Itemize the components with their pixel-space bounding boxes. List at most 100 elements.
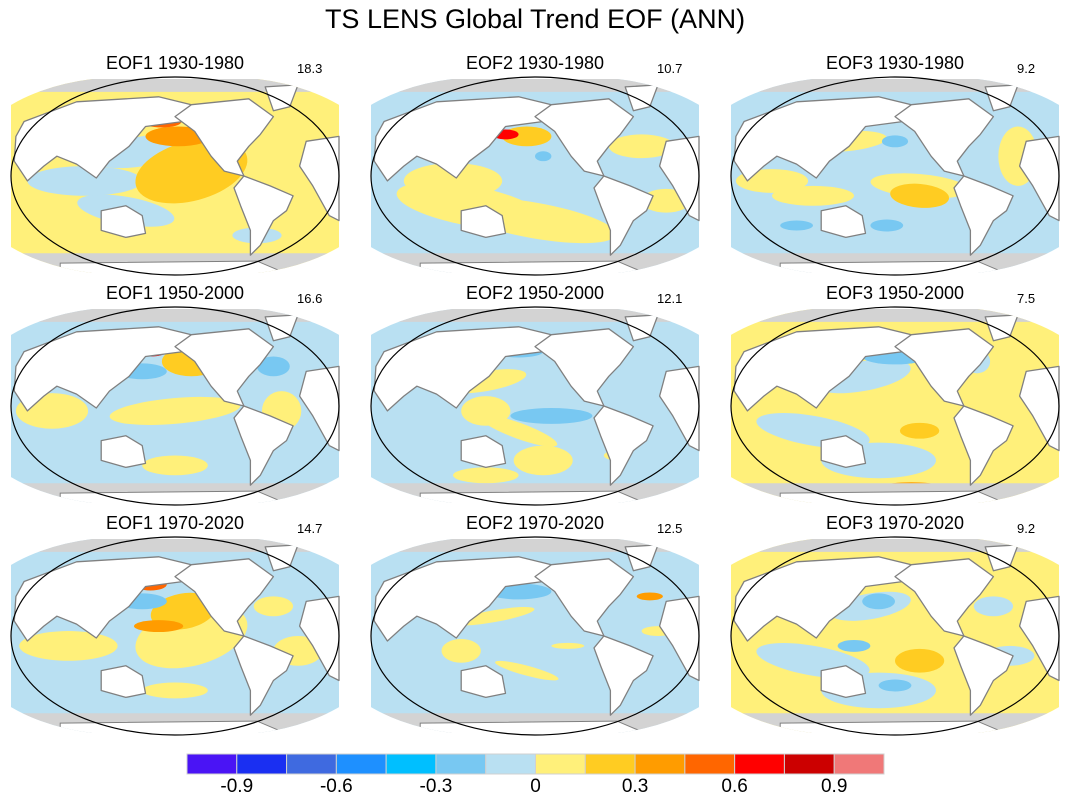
map-border	[730, 306, 1060, 506]
continent-australia	[100, 665, 147, 699]
percent-variance: 18.3	[297, 61, 323, 76]
percent-variance: 12.5	[657, 521, 683, 536]
antarctica-land	[419, 490, 650, 504]
colorbar-box	[833, 753, 885, 775]
anomaly-region	[513, 445, 573, 476]
continent-southamerica	[233, 175, 294, 256]
anomaly-region	[636, 592, 663, 601]
continent-africa	[658, 365, 700, 452]
continent-eurasia	[373, 96, 561, 182]
continent-australia	[820, 665, 867, 699]
colorbar-box	[236, 753, 288, 775]
antarctica-land	[59, 720, 290, 734]
colorbar-tick-label: 0	[530, 776, 541, 797]
continent-africa	[298, 595, 340, 682]
map-border	[730, 536, 1060, 736]
arctic-ice	[731, 538, 1059, 552]
continent-greenland	[624, 84, 659, 112]
arctic-ice	[11, 538, 339, 552]
anomaly-region	[862, 593, 895, 610]
anomaly-region	[142, 682, 208, 699]
colorbar-tick-label: -0.3	[419, 776, 453, 797]
percent-variance: 10.7	[657, 61, 683, 76]
map-panel-4	[11, 308, 340, 504]
anomaly-region	[27, 166, 143, 196]
colorbar-box	[385, 753, 437, 775]
continent-eurasia	[13, 96, 201, 182]
colorbar-tick-label: 0.6	[721, 776, 748, 797]
anomaly-region	[479, 414, 558, 447]
continent-eurasia	[373, 556, 561, 642]
continent-greenland	[984, 544, 1019, 572]
anomaly-region	[134, 620, 184, 633]
continent-australia	[460, 205, 507, 239]
map-border	[10, 306, 340, 506]
arctic-ice	[11, 78, 339, 92]
anomaly-region	[837, 639, 871, 652]
map-border	[370, 76, 700, 276]
continent-africa	[1018, 595, 1060, 682]
continent-northamerica	[534, 328, 635, 407]
continent-australia	[460, 435, 507, 469]
antarctica-land	[779, 720, 1010, 734]
continent-northamerica	[174, 328, 275, 407]
continent-greenland	[264, 84, 299, 112]
continent-northamerica	[894, 328, 995, 407]
anomaly-region	[895, 648, 945, 673]
arctic-ice	[371, 78, 699, 92]
anomaly-region	[109, 396, 241, 425]
continent-southamerica	[233, 635, 294, 716]
anomaly-region	[257, 356, 290, 377]
percent-variance: 9.2	[1017, 521, 1036, 536]
anomaly-region	[150, 592, 216, 630]
percent-variance: 14.7	[297, 521, 323, 536]
panel-title: EOF3 1950-2000	[825, 283, 965, 303]
panel-title: EOF3 1970-2020	[825, 513, 965, 533]
antarctica-land	[59, 490, 290, 504]
map-border	[370, 306, 700, 506]
map-panel-8	[371, 538, 700, 734]
anomaly-region	[441, 638, 481, 663]
continent-eurasia	[733, 556, 921, 642]
continent-eurasia	[13, 326, 201, 412]
continent-southamerica	[953, 175, 1014, 256]
antarctica-land	[419, 720, 650, 734]
colorbar-tick-label: 0.3	[621, 776, 649, 797]
anomaly-region	[453, 606, 535, 626]
map-border	[730, 76, 1060, 276]
arctic-ice	[11, 308, 339, 322]
map-border	[10, 536, 340, 736]
antarctica-land	[419, 260, 650, 274]
continent-northamerica	[894, 558, 995, 637]
antarctica-land	[59, 260, 290, 274]
continent-southamerica	[593, 405, 654, 486]
continent-australia	[820, 205, 867, 239]
continent-northamerica	[894, 98, 995, 177]
colorbar-box	[634, 753, 686, 775]
percent-variance: 7.5	[1017, 291, 1036, 306]
anomaly-region	[780, 220, 813, 231]
antarctica-land	[779, 490, 1010, 504]
continent-africa	[1018, 365, 1060, 452]
map-border	[370, 536, 700, 736]
continent-northamerica	[534, 558, 635, 637]
continent-eurasia	[733, 326, 921, 412]
anomaly-region	[510, 407, 593, 424]
continent-greenland	[264, 314, 299, 342]
map-panel-9	[731, 538, 1060, 734]
anomaly-region	[890, 183, 950, 208]
anomaly-region	[881, 135, 909, 148]
colorbar-box	[286, 753, 337, 775]
continent-southamerica	[593, 635, 654, 716]
colorbar	[186, 753, 885, 780]
anomaly-region	[551, 642, 585, 649]
anomaly-region	[772, 185, 854, 206]
map-panel-1	[11, 78, 340, 274]
map-panel-3	[731, 78, 1060, 274]
arctic-ice	[371, 308, 699, 322]
anomaly-region	[535, 151, 552, 162]
panel-title: EOF2 1930-1980	[465, 53, 605, 73]
panel-title: EOF3 1930-1980	[825, 53, 965, 73]
continent-northamerica	[534, 98, 635, 177]
